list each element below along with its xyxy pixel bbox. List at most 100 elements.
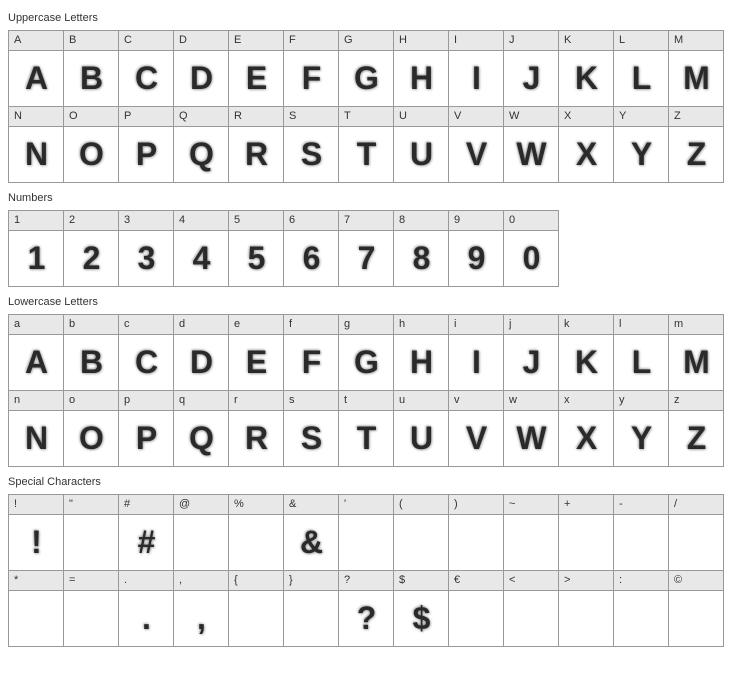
char-label: . <box>119 571 173 591</box>
char-cell: NN <box>8 106 64 183</box>
char-cell: > <box>558 570 614 647</box>
char-cell: 66 <box>283 210 339 287</box>
char-label: 7 <box>339 211 393 231</box>
char-cell: qQ <box>173 390 229 467</box>
char-cell: - <box>613 494 669 571</box>
char-glyph: A <box>9 51 63 106</box>
char-glyph: Q <box>174 127 228 182</box>
char-cell: MM <box>668 30 724 107</box>
char-glyph: R <box>229 411 283 466</box>
char-cell: 99 <box>448 210 504 287</box>
char-cell: sS <box>283 390 339 467</box>
char-cell: HH <box>393 30 449 107</box>
char-label: > <box>559 571 613 591</box>
char-label: f <box>284 315 338 335</box>
char-cell: BB <box>63 30 119 107</box>
char-glyph: B <box>64 335 118 390</box>
char-cell: < <box>503 570 559 647</box>
char-cell: 33 <box>118 210 174 287</box>
char-label: R <box>229 107 283 127</box>
char-label: L <box>614 31 668 51</box>
char-label: 4 <box>174 211 228 231</box>
char-label: $ <box>394 571 448 591</box>
char-label: 1 <box>9 211 63 231</box>
section-title: Lowercase Letters <box>8 296 740 308</box>
char-cell: WW <box>503 106 559 183</box>
char-label: Q <box>174 107 228 127</box>
char-label: e <box>229 315 283 335</box>
char-glyph: Z <box>669 127 723 182</box>
char-label: N <box>9 107 63 127</box>
char-glyph: O <box>64 411 118 466</box>
char-cell: cC <box>118 314 174 391</box>
char-glyph: F <box>284 335 338 390</box>
char-glyph <box>669 515 723 570</box>
char-glyph: 6 <box>284 231 338 286</box>
char-label: D <box>174 31 228 51</box>
char-label: F <box>284 31 338 51</box>
char-glyph: W <box>504 127 558 182</box>
char-cell: 22 <box>63 210 119 287</box>
char-glyph: & <box>284 515 338 570</box>
char-cell: uU <box>393 390 449 467</box>
char-label: i <box>449 315 503 335</box>
char-glyph: U <box>394 411 448 466</box>
char-glyph: O <box>64 127 118 182</box>
char-glyph <box>614 591 668 646</box>
char-glyph: I <box>449 51 503 106</box>
char-label: Y <box>614 107 668 127</box>
char-label: / <box>669 495 723 515</box>
char-glyph: T <box>339 411 393 466</box>
char-cell: : <box>613 570 669 647</box>
char-label: , <box>174 571 228 591</box>
char-glyph <box>64 515 118 570</box>
char-glyph <box>64 591 118 646</box>
char-label: d <box>174 315 228 335</box>
char-glyph: 3 <box>119 231 173 286</box>
char-label: v <box>449 391 503 411</box>
char-glyph: Z <box>669 411 723 466</box>
char-label: B <box>64 31 118 51</box>
char-cell: 77 <box>338 210 394 287</box>
char-cell: lL <box>613 314 669 391</box>
char-cell: YY <box>613 106 669 183</box>
char-label: r <box>229 391 283 411</box>
char-label: a <box>9 315 63 335</box>
char-cell: ( <box>393 494 449 571</box>
char-label: © <box>669 571 723 591</box>
char-glyph: H <box>394 51 448 106</box>
char-label: € <box>449 571 503 591</box>
char-label: E <box>229 31 283 51</box>
section-title: Uppercase Letters <box>8 12 740 24</box>
char-glyph: 4 <box>174 231 228 286</box>
char-glyph: N <box>9 127 63 182</box>
char-cell: && <box>283 494 339 571</box>
char-cell: ## <box>118 494 174 571</box>
char-cell: ZZ <box>668 106 724 183</box>
char-glyph: F <box>284 51 338 106</box>
char-glyph: Y <box>614 127 668 182</box>
char-label: U <box>394 107 448 127</box>
char-glyph <box>449 515 503 570</box>
char-glyph <box>284 591 338 646</box>
char-glyph: C <box>119 335 173 390</box>
char-label: ' <box>339 495 393 515</box>
char-cell: * <box>8 570 64 647</box>
char-cell: oO <box>63 390 119 467</box>
char-glyph: N <box>9 411 63 466</box>
char-glyph: R <box>229 127 283 182</box>
char-glyph: 7 <box>339 231 393 286</box>
char-label: m <box>669 315 723 335</box>
char-label: : <box>614 571 668 591</box>
char-label: { <box>229 571 283 591</box>
char-glyph: A <box>9 335 63 390</box>
char-label: G <box>339 31 393 51</box>
char-cell: 55 <box>228 210 284 287</box>
char-cell: PP <box>118 106 174 183</box>
char-glyph <box>339 515 393 570</box>
char-glyph: J <box>504 51 558 106</box>
char-label: } <box>284 571 338 591</box>
char-label: - <box>614 495 668 515</box>
char-cell: 00 <box>503 210 559 287</box>
char-cell: ~ <box>503 494 559 571</box>
